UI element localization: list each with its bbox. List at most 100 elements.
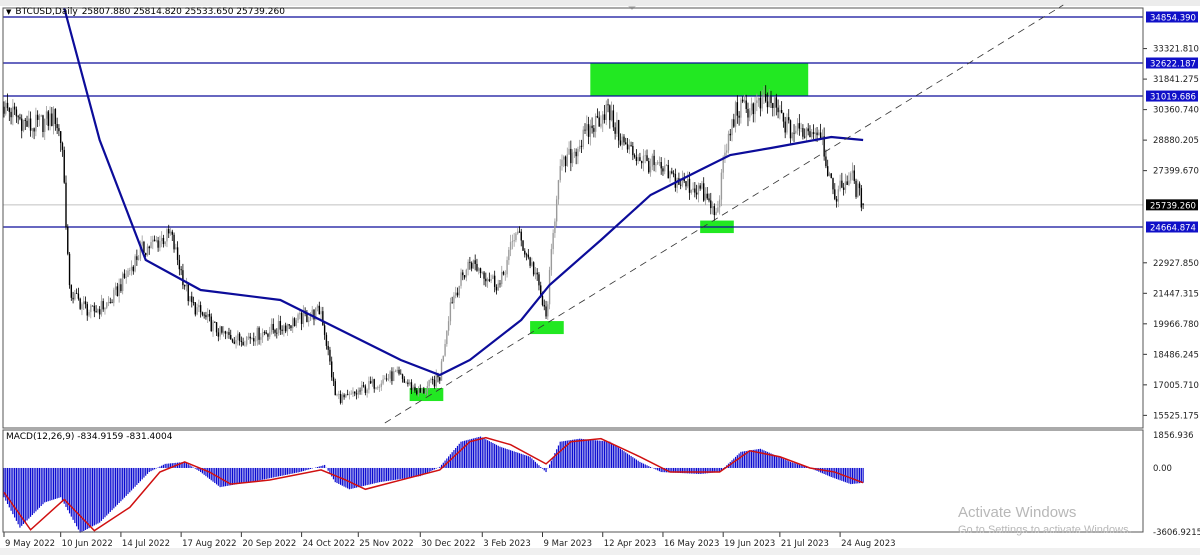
bear-candle (502, 271, 505, 275)
bull-candle (508, 249, 510, 261)
bear-candle (485, 278, 487, 282)
macd-histogram-bar (423, 467, 425, 475)
macd-histogram-bar (299, 467, 301, 473)
bull-candle (121, 273, 124, 291)
bull-candle (697, 185, 700, 195)
macd-histogram-bar (285, 467, 287, 475)
macd-histogram-bar (386, 467, 388, 482)
bull-candle (247, 336, 250, 338)
bull-candle (717, 207, 719, 212)
macd-histogram-bar (690, 467, 692, 474)
bear-candle (596, 115, 599, 118)
bear-candle (334, 381, 336, 396)
macd-histogram-bar (533, 460, 535, 468)
bear-candle (858, 183, 861, 189)
macd-histogram-bar (433, 467, 436, 470)
macd-histogram-bar (580, 438, 583, 468)
macd-histogram-bar (329, 467, 331, 474)
macd-histogram-bar (602, 440, 604, 468)
bear-candle (862, 203, 864, 205)
macd-histogram-bar (676, 467, 678, 473)
macd-histogram-bar (541, 467, 544, 469)
bottom-scrollbar[interactable] (0, 548, 1200, 555)
bull-candle (821, 136, 824, 139)
bull-candle (350, 393, 352, 395)
macd-histogram-bar (63, 467, 65, 504)
macd-histogram-bar (3, 467, 5, 498)
macd-histogram-bar (161, 465, 163, 468)
macd-histogram-bar (743, 451, 746, 468)
bear-candle (593, 128, 595, 132)
bear-candle (772, 103, 774, 108)
macd-histogram-bar (58, 467, 60, 498)
bull-candle (299, 313, 301, 315)
macd-histogram-bar (830, 467, 832, 478)
bear-candle (782, 112, 785, 122)
top-strip (0, 0, 1200, 6)
macd-histogram-bar (100, 467, 103, 521)
bear-candle (853, 170, 855, 181)
bear-candle (265, 332, 267, 334)
bull-candle (555, 199, 558, 222)
macd-histogram-bar (756, 449, 758, 468)
macd-histogram-bar (478, 437, 480, 468)
bull-candle (146, 246, 149, 256)
bear-candle (199, 305, 202, 313)
macd-histogram-bar (476, 437, 478, 468)
macd-histogram-bar (293, 467, 296, 474)
bull-candle (245, 336, 248, 345)
bear-candle (694, 188, 696, 193)
dropdown-triangle-icon[interactable]: ▼ (6, 8, 12, 16)
macd-histogram-bar (97, 467, 99, 524)
macd-histogram-bar (79, 467, 81, 533)
price-tick-label: 18486.245 (1153, 350, 1199, 360)
bull-candle (49, 113, 51, 126)
bear-candle (192, 302, 195, 303)
macd-histogram-bar (494, 443, 496, 468)
bull-candle (150, 242, 152, 249)
macd-histogram-bar (347, 467, 349, 489)
bear-candle (462, 272, 464, 276)
macd-histogram-bar (42, 467, 44, 505)
macd-histogram-bar (391, 467, 393, 481)
macd-histogram-bar (130, 467, 133, 491)
bear-candle (520, 231, 522, 241)
bear-candle (217, 332, 220, 337)
bull-candle (137, 258, 140, 260)
macd-histogram-bar (233, 467, 235, 485)
macd-histogram-bar (642, 463, 645, 468)
macd-histogram-bar (449, 454, 451, 468)
bear-candle (832, 178, 834, 190)
bear-candle (51, 113, 53, 126)
macd-histogram-bar (610, 442, 613, 468)
bear-candle (842, 187, 845, 190)
bull-candle (731, 119, 733, 136)
macd-histogram-bar (784, 459, 786, 468)
macd-histogram-bar (380, 467, 382, 482)
bull-candle (226, 332, 228, 334)
macd-histogram-bar (777, 456, 779, 468)
bull-candle (254, 340, 257, 342)
bull-candle (408, 382, 411, 385)
price-tick-label: 15525.175 (1153, 411, 1199, 421)
macd-histogram-bar (187, 464, 189, 468)
macd-histogram-bar (520, 453, 522, 468)
macd-histogram-bar (587, 439, 590, 468)
macd-histogram-bar (407, 467, 409, 478)
bear-candle (662, 168, 664, 172)
bear-candle (433, 379, 436, 387)
bull-candle (605, 104, 607, 120)
bear-candle (6, 102, 9, 109)
macd-histogram-bar (371, 467, 374, 484)
bull-candle (134, 256, 136, 272)
macd-histogram-bar (577, 438, 579, 468)
bull-candle (786, 117, 788, 133)
bull-candle (720, 172, 723, 200)
macd-histogram-bar (506, 449, 508, 468)
macd-histogram-bar (15, 467, 17, 521)
bull-candle (750, 103, 753, 111)
bull-candle (818, 132, 820, 136)
macd-histogram-bar (102, 467, 104, 520)
macd-histogram-bar (251, 467, 253, 482)
